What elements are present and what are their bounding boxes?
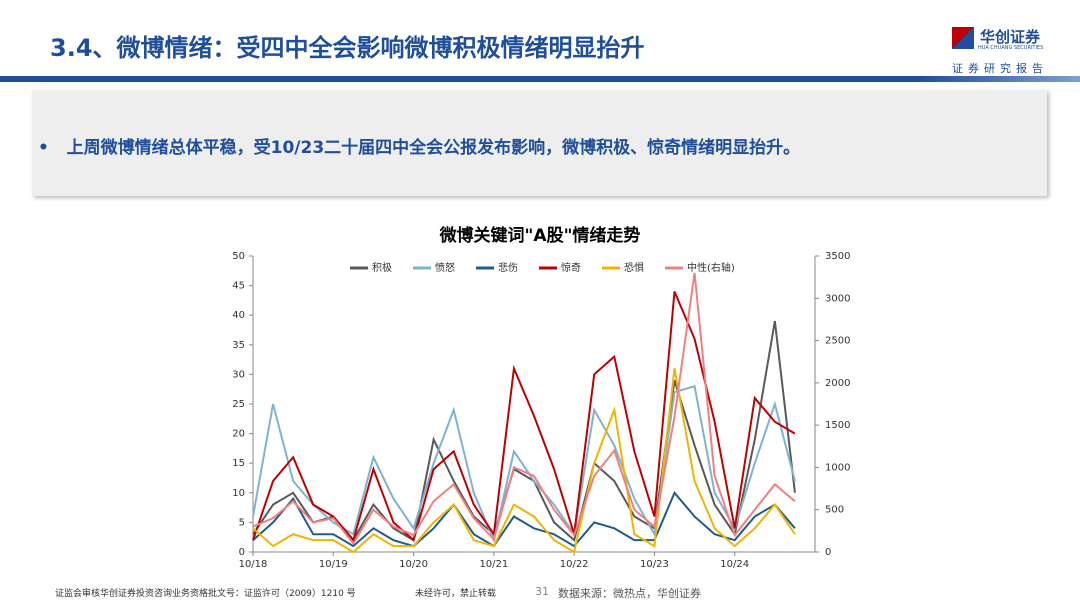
y-tick-label: 45	[232, 281, 245, 292]
y2-tick-label: 3000	[825, 293, 850, 304]
series-line	[252, 272, 796, 546]
logo-subtitle: HUA CHUANG SECURITIES	[978, 45, 1044, 51]
x-tick-label: 10/18	[239, 559, 268, 570]
x-tick-label: 10/22	[560, 559, 589, 570]
legend-label: 愤怒	[435, 261, 455, 274]
legend-label: 恐惧	[624, 262, 644, 274]
bullet: • 上周微博情绪总体平稳，受10/23二十届四中全会公报发布影响，微博积极、惊奇…	[38, 138, 801, 158]
y-tick-label: 15	[232, 458, 245, 469]
series-line	[252, 368, 796, 554]
x-tick-label: 10/24	[720, 559, 749, 570]
y-tick-label: 10	[232, 488, 245, 499]
y2-tick-label: 1500	[825, 420, 850, 431]
footer-source: 数据来源：微热点，华创证券	[558, 587, 701, 600]
y2-tick-label: 3500	[825, 251, 850, 262]
x-tick-label: 10/19	[319, 559, 348, 570]
series-line	[252, 490, 796, 548]
x-tick-label: 10/20	[399, 559, 428, 570]
y-tick-label: 0	[239, 547, 245, 558]
y2-tick-label: 2500	[825, 336, 850, 347]
footer-license: 证监会审核华创证券投资咨询业务资格批文号：证监许可（2009）1210 号	[55, 589, 356, 599]
logo-icon	[952, 27, 974, 49]
y2-tick-label: 500	[825, 505, 844, 516]
logo-name: 华创证券	[980, 28, 1041, 46]
page-number: 31	[535, 585, 549, 598]
legend-label: 中性(右轴)	[687, 261, 735, 274]
footer-notice: 未经许可，禁止转载	[415, 589, 497, 599]
y2-tick-label: 2000	[825, 378, 850, 389]
chart-title: 微博关键词"A股"情绪走势	[439, 225, 641, 246]
y-tick-label: 5	[239, 517, 245, 528]
legend-label: 积极	[372, 261, 392, 274]
tagline: 证券研究报告	[952, 62, 1048, 75]
y-tick-label: 50	[232, 251, 245, 262]
bullet-text: 上周微博情绪总体平稳，受10/23二十届四中全会公报发布影响，微博积极、惊奇情绪…	[66, 138, 801, 158]
summary-box	[32, 90, 1047, 196]
y2-tick-label: 1000	[825, 462, 850, 473]
series-line	[252, 320, 796, 542]
slide-title: 3.4、微博情绪：受四中全会影响微博积极情绪明显抬升	[50, 34, 645, 62]
y-tick-label: 20	[232, 429, 245, 440]
legend-label: 惊奇	[561, 261, 581, 274]
header-bar	[0, 76, 1080, 82]
y-tick-label: 25	[232, 399, 245, 410]
legend-label: 悲伤	[498, 261, 518, 274]
x-tick-label: 10/23	[640, 559, 669, 570]
x-tick-label: 10/21	[479, 559, 508, 570]
y2-tick-label: 0	[825, 547, 831, 558]
y-tick-label: 35	[232, 340, 245, 351]
y-tick-label: 30	[232, 369, 245, 380]
y-tick-label: 40	[232, 310, 245, 321]
chart: 微博关键词"A股"情绪走势 05101520253035404550050010…	[232, 225, 850, 570]
